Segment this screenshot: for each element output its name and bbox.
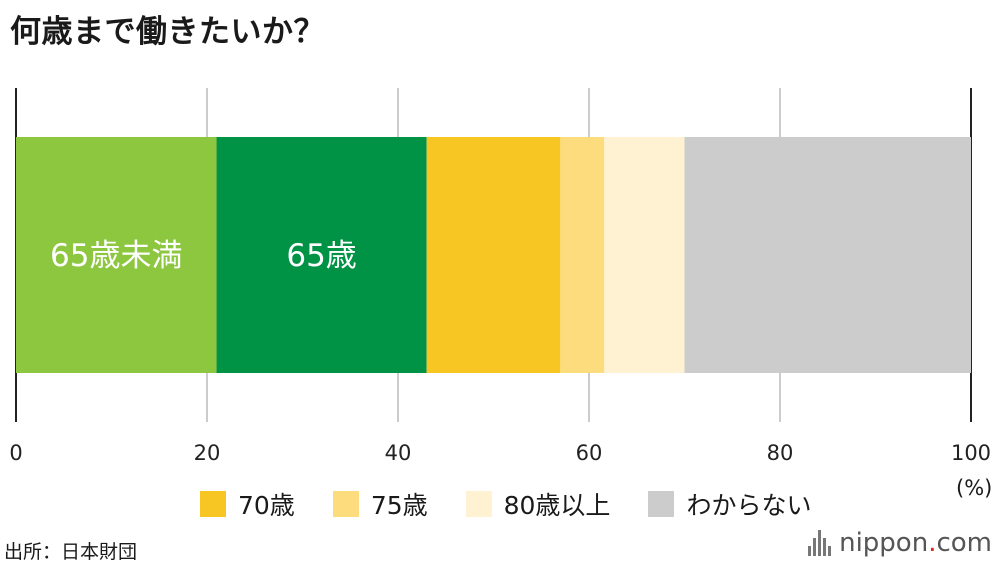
bar-segment [426,137,561,373]
x-tick-label: 0 [9,441,22,465]
stacked-bar-chart: 0 20 40 60 80 100 65歳未満 65歳 [9,88,991,465]
legend-swatch [648,491,675,517]
legend-label: わからない [686,491,812,520]
segment-label: 65歳 [286,238,356,274]
brand-name: nippon.com [839,528,992,558]
source-note: 出所：日本財団 [4,541,138,563]
x-tick-label: 80 [767,441,794,465]
brand-logo: nippon.com [808,528,992,558]
legend-label: 70歳 [238,491,295,520]
legend-label: 75歳 [370,491,428,520]
legend-item-75: 75歳 [332,486,428,522]
legend-item-80-plus: 80歳以上 [465,486,611,522]
x-tick-label: 40 [385,441,412,465]
x-tick-label: 100 [951,441,991,465]
bar-segment [684,137,971,373]
axis-unit-label: (%) [956,476,993,500]
legend-swatch [465,491,492,517]
chart-title: 何歳まで働きたいか？ [10,14,325,50]
legend-swatch [200,491,226,517]
bar-segment [560,137,605,373]
bar-segment [16,137,217,373]
legend-swatch [332,491,359,517]
segment-label: 65歳未満 [50,238,182,274]
x-tick-label: 20 [194,441,221,465]
legend: 70歳 75歳 80歳以上 わからない [200,486,811,522]
x-tick-label: 60 [576,441,603,465]
legend-item-unknown: わからない [648,486,811,522]
bar-segment [604,137,685,373]
brand-bars-icon [808,530,832,556]
legend-label: 80歳以上 [503,491,611,520]
bar-segment [216,137,427,373]
legend-item-70: 70歳 [200,486,295,522]
